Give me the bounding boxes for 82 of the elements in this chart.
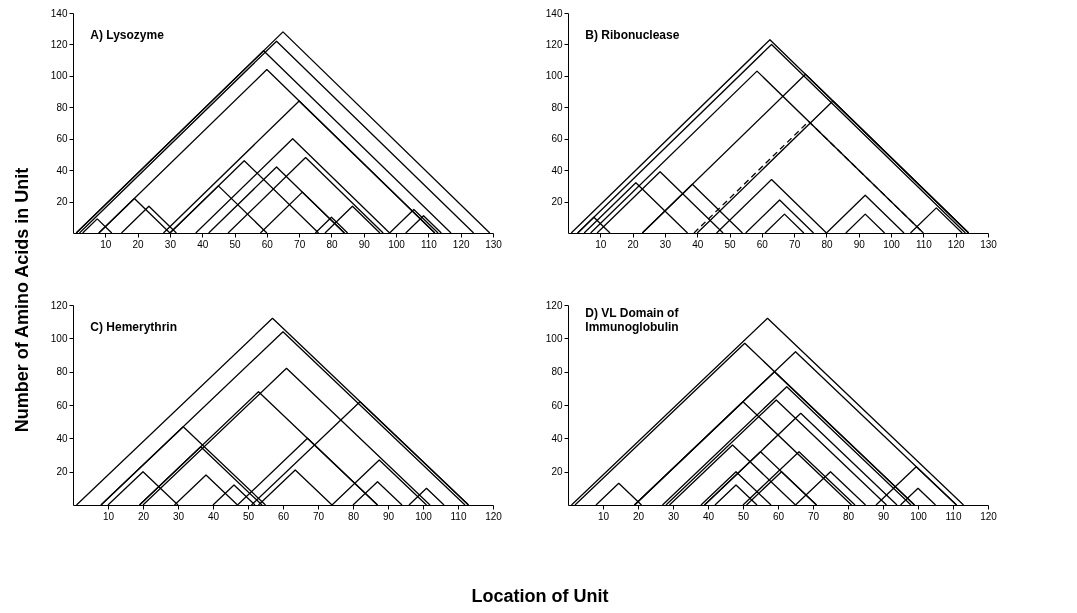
y-tick-label: 100	[545, 70, 563, 82]
y-tick-label: 40	[56, 432, 68, 444]
x-tick-label: 90	[877, 510, 890, 522]
x-tick-label: 20	[632, 510, 645, 522]
text: C) Hemerythrin	[90, 320, 177, 334]
y-tick-label: 20	[56, 466, 68, 478]
y-tick-label: 80	[551, 101, 563, 113]
x-tick-label: 100	[415, 510, 433, 522]
y-tick-label: 120	[545, 299, 563, 311]
x-tick-label: 10	[100, 238, 112, 250]
x-tick-label: 120	[485, 510, 503, 522]
x-tick-label: 40	[692, 238, 704, 250]
text: A) Lysozyme	[90, 28, 165, 42]
x-tick-label: 30	[172, 510, 185, 522]
x-tick-label: 50	[229, 238, 242, 250]
x-tick-label: 110	[420, 238, 438, 250]
x-tick-label: 10	[595, 238, 607, 250]
x-tick-label: 50	[737, 510, 750, 522]
x-tick-label: 130	[485, 238, 503, 250]
x-tick-label: 120	[452, 238, 470, 250]
x-tick-label: 40	[207, 510, 220, 522]
x-tick-label: 90	[382, 510, 395, 522]
x-tick-label: 120	[980, 510, 998, 522]
y-tick-label: 60	[551, 133, 563, 145]
x-tick-label: 70	[312, 510, 325, 522]
y-tick-label: 20	[551, 196, 563, 208]
y-tick-label: 120	[545, 38, 563, 50]
y-tick-label: 80	[56, 101, 68, 113]
x-tick-label: 50	[242, 510, 255, 522]
x-tick-label: 60	[277, 510, 290, 522]
y-tick-label: 40	[551, 432, 563, 444]
y-tick-label: 140	[50, 7, 68, 19]
y-tick-label: 80	[56, 366, 68, 378]
x-tick-label: 100	[388, 238, 406, 250]
x-tick-label: 100	[883, 238, 901, 250]
x-axis-title: Location of Unit	[471, 585, 609, 607]
x-tick-label: 120	[947, 238, 965, 250]
x-tick-label: 50	[724, 238, 737, 250]
y-tick-label: 40	[551, 164, 563, 176]
x-tick-label: 60	[772, 510, 785, 522]
x-tick-label: 130	[980, 238, 998, 250]
x-tick-label: 80	[842, 510, 855, 522]
y-tick-label: 100	[545, 332, 563, 344]
y-tick-label: 60	[551, 399, 563, 411]
x-tick-label: 80	[326, 238, 338, 250]
x-tick-label: 30	[659, 238, 672, 250]
x-tick-label: 90	[358, 238, 371, 250]
x-tick-label: 40	[197, 238, 209, 250]
x-tick-label: 20	[137, 510, 150, 522]
y-tick-label: 60	[56, 399, 68, 411]
x-tick-label: 70	[807, 510, 820, 522]
x-tick-label: 110	[915, 238, 933, 250]
x-tick-label: 60	[261, 238, 274, 250]
x-tick-label: 90	[853, 238, 866, 250]
x-tick-label: 30	[667, 510, 680, 522]
y-tick-label: 120	[50, 38, 68, 50]
y-tick-label: 80	[551, 366, 563, 378]
x-tick-label: 110	[450, 510, 467, 522]
y-axis-title: Number of Amino Acids in Unit	[11, 167, 33, 433]
x-tick-label: 20	[132, 238, 145, 250]
y-tick-label: 60	[56, 133, 68, 145]
x-tick-label: 80	[821, 238, 833, 250]
y-tick-label: 40	[56, 164, 68, 176]
y-tick-label: 20	[551, 466, 563, 478]
x-tick-label: 10	[597, 510, 610, 522]
text: D) VL Domain of Immunoglobulin	[585, 306, 680, 334]
x-tick-label: 110	[945, 510, 962, 522]
x-tick-label: 20	[627, 238, 640, 250]
x-tick-label: 80	[347, 510, 360, 522]
y-tick-label: 120	[50, 299, 68, 311]
x-tick-label: 10	[102, 510, 115, 522]
x-tick-label: 40	[702, 510, 715, 522]
y-tick-label: 140	[545, 7, 563, 19]
x-tick-label: 70	[789, 238, 801, 250]
x-tick-label: 100	[910, 510, 928, 522]
x-tick-label: 60	[756, 238, 769, 250]
text: B) Ribonuclease	[585, 28, 680, 42]
x-tick-label: 30	[164, 238, 177, 250]
y-tick-label: 20	[56, 196, 68, 208]
x-tick-label: 70	[294, 238, 306, 250]
y-tick-label: 100	[50, 70, 68, 82]
y-tick-label: 100	[50, 332, 68, 344]
